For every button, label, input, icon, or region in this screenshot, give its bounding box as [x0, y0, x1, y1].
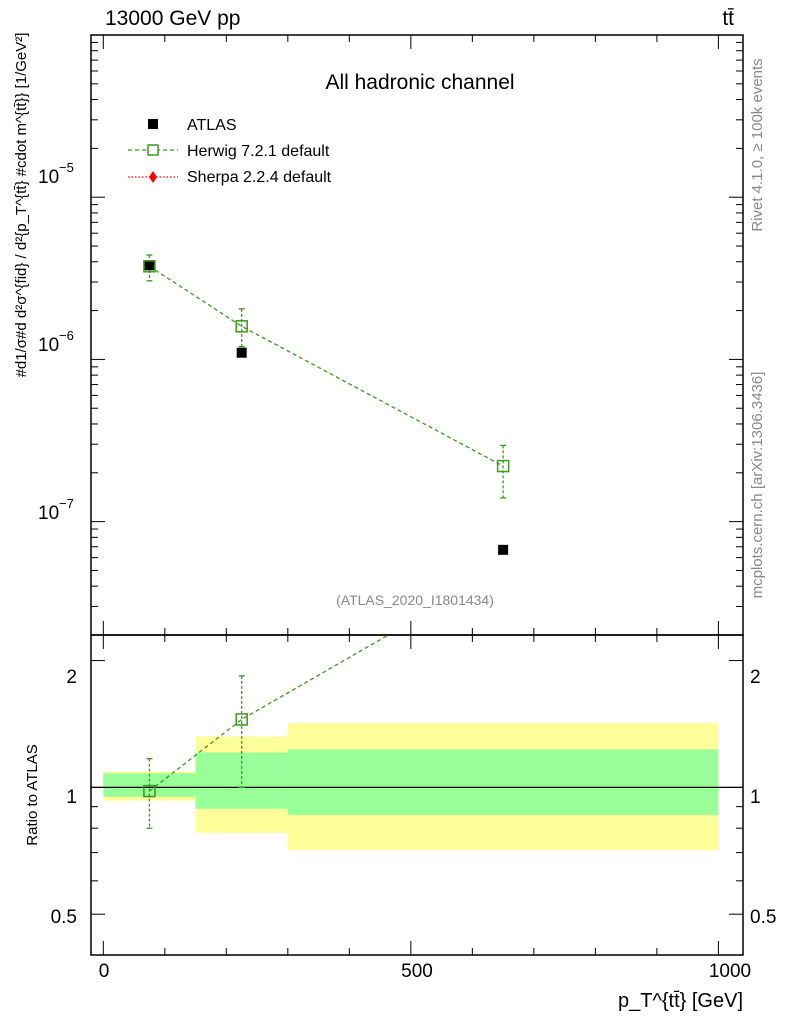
ratio-ytick-1-right: 1: [750, 787, 761, 808]
main-ytick-1e-5: 10 −5: [38, 160, 74, 188]
header-energy-label: 13000 GeV pp: [105, 7, 240, 30]
xtick-1000: 1000: [709, 961, 751, 982]
herwig-ratio-line: [149, 635, 390, 792]
main-ytick-1e-6-base: 10: [38, 335, 59, 356]
atlas-point: [144, 260, 155, 271]
main-y-axis-title: #d1/σ#d d²σ^{fid} / d²{p_T^{tt̄} #cdot m…: [13, 33, 30, 378]
xtick-500: 500: [401, 961, 433, 982]
ratio-series-clipped: [143, 563, 509, 829]
herwig-point: [496, 459, 510, 473]
herwig-ratio-point: [235, 713, 248, 726]
herwig-line: [149, 265, 504, 467]
main-ytick-1e-6-exp: −6: [59, 328, 74, 343]
legend-atlas-label: ATLAS: [187, 117, 237, 134]
legend-entry-sherpa: Sherpa 2.2.4 default: [128, 169, 332, 186]
ratio-y-axis-title: Ratio to ATLAS: [24, 744, 41, 845]
legend-entry-atlas: ATLAS: [148, 117, 237, 134]
legend: ATLAS Herwig 7.2.1 default Sherpa 2.2.4 …: [128, 117, 332, 186]
ratio-ytick-1: 1: [66, 787, 77, 808]
herwig-point: [143, 260, 156, 273]
legend-sherpa-marker: [149, 171, 157, 183]
herwig-ratio-point: [143, 784, 156, 798]
main-ytick-1e-5-exp: −5: [59, 160, 74, 175]
herwig-point: [235, 320, 248, 333]
legend-entry-herwig: Herwig 7.2.1 default: [128, 143, 330, 160]
legend-herwig-label: Herwig 7.2.1 default: [187, 143, 330, 160]
atlas-point: [498, 544, 509, 555]
axis-ticks: [91, 35, 743, 955]
ratio-ytick-0.5: 0.5: [51, 907, 77, 928]
main-ytick-1e-7-exp: −7: [59, 496, 74, 511]
ratio-ytick-0.5-right: 0.5: [750, 907, 776, 928]
main-ytick-1e-5-base: 10: [38, 167, 59, 188]
main-ytick-1e-7-base: 10: [38, 503, 59, 524]
ratio-ytick-2: 2: [66, 667, 77, 688]
legend-atlas-marker: [148, 119, 158, 129]
analysis-tag: (ATLAS_2020_I1801434): [336, 592, 494, 608]
ratio-green-band-2: [287, 749, 719, 815]
mcplots-label: mcplots.cern.ch [arXiv:1306.3436]: [749, 372, 766, 599]
ratio-ytick-2-right: 2: [750, 667, 761, 688]
ratio-plot-frame: [90, 634, 744, 956]
ratio-plot-series: [143, 563, 509, 829]
ratio-uncertainty-bands: [103, 723, 719, 851]
herwig-ratio-point: [498, 563, 509, 574]
main-plot-title: All hadronic channel: [325, 71, 514, 94]
x-axis-title: p_T^{tt̄} [GeV]: [618, 990, 743, 1012]
main-ytick-1e-6: 10 −6: [38, 328, 74, 356]
main-ytick-1e-7: 10 −7: [38, 496, 74, 524]
legend-herwig-marker: [147, 144, 159, 156]
legend-sherpa-label: Sherpa 2.2.4 default: [187, 169, 332, 186]
header-process-label: tt̄: [722, 7, 734, 30]
atlas-point: [236, 347, 247, 358]
rivet-version-label: Rivet 4.1.0, ≥ 100k events: [749, 58, 766, 231]
xtick-0: 0: [99, 961, 110, 982]
main-plot-series: [143, 254, 510, 555]
